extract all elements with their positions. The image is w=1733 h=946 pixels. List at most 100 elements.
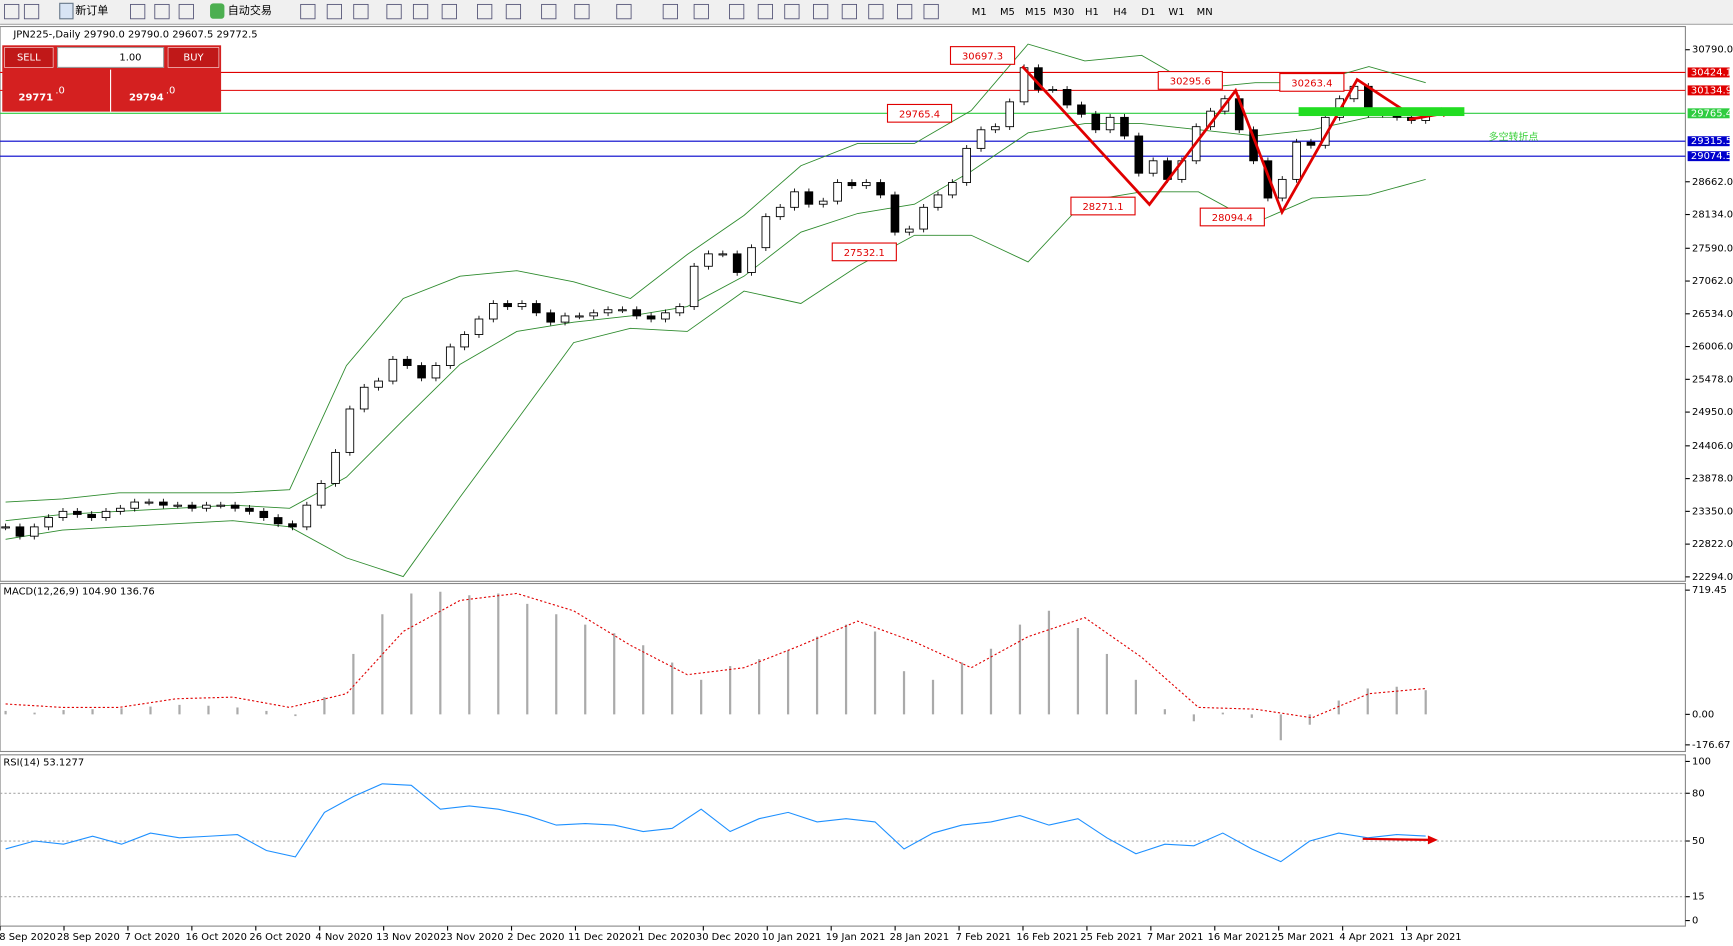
tool-icon <box>868 3 884 20</box>
candle <box>87 514 96 519</box>
auto-trading-icon[interactable] <box>210 3 225 19</box>
x-tick-label: 16 Oct 2020 <box>185 932 246 943</box>
x-tick-label: 7 Oct 2020 <box>125 932 180 943</box>
candle <box>1277 178 1287 199</box>
swing-label: 30697.3 <box>962 52 1003 63</box>
candle <box>159 501 168 506</box>
y-tick-label: 27062.0 <box>1692 276 1733 287</box>
candle <box>1148 160 1158 174</box>
x-tick-label: 7 Mar 2021 <box>1147 932 1204 943</box>
candle <box>130 501 140 509</box>
price-level-tag <box>1687 85 1730 96</box>
candle <box>890 194 900 233</box>
candle <box>661 312 670 320</box>
sell-label[interactable]: SELL <box>17 52 41 63</box>
tool-icon <box>353 3 369 20</box>
tool-icon <box>477 3 493 20</box>
rsi-line <box>5 783 1426 863</box>
timeframe-button[interactable]: W1 <box>1168 7 1184 18</box>
candle <box>230 504 240 509</box>
candle <box>1292 141 1301 180</box>
candle <box>933 194 943 208</box>
timeframe-button[interactable]: H4 <box>1113 7 1127 18</box>
candle <box>144 501 154 504</box>
x-tick-label: 16 Feb 2021 <box>1016 932 1078 943</box>
bollinger-lower <box>5 178 1426 578</box>
candle <box>273 517 283 525</box>
tool-icon <box>729 3 745 20</box>
new-order-button[interactable]: 新订单 <box>75 3 108 17</box>
x-tick-label: 30 Dec 2020 <box>696 932 759 943</box>
candle <box>919 206 928 230</box>
candle <box>962 147 971 183</box>
timeframe-button[interactable]: H1 <box>1085 7 1099 18</box>
new-order-icon[interactable] <box>59 2 74 20</box>
rsi-tick-label: 80 <box>1692 788 1705 799</box>
sell-price[interactable]: 29771 <box>19 92 54 103</box>
candle <box>1062 88 1072 106</box>
candle <box>345 408 355 453</box>
timeframe-button[interactable]: M30 <box>1053 7 1074 18</box>
tool-icon <box>441 3 457 20</box>
buy-label[interactable]: BUY <box>183 52 204 63</box>
rsi-tick-label: 15 <box>1692 892 1705 903</box>
rsi-label: RSI(14) 53.1277 <box>3 758 84 769</box>
macd-tick-label: 719.45 <box>1692 585 1727 596</box>
x-tick-label: 25 Mar 2021 <box>1272 932 1335 943</box>
timeframe-button[interactable]: M15 <box>1025 7 1046 18</box>
y-tick-label: 23350.0 <box>1692 506 1733 517</box>
candle <box>546 312 555 323</box>
buy-price-fraction[interactable]: .0 <box>166 86 175 97</box>
candle <box>833 182 842 202</box>
toolbar <box>0 0 1733 25</box>
candle <box>991 126 1000 131</box>
lots-input[interactable] <box>56 46 165 68</box>
macd-tick-label: -176.67 <box>1692 740 1730 751</box>
candle <box>847 182 857 187</box>
candle <box>216 504 226 507</box>
candle <box>704 253 713 267</box>
lots-value[interactable]: 1.00 <box>119 52 141 63</box>
tool-icon <box>541 3 557 20</box>
timeframe-button[interactable]: M1 <box>972 7 987 18</box>
tool-icon <box>662 3 678 20</box>
buy-price[interactable]: 29794 <box>129 92 164 103</box>
candle <box>101 510 111 519</box>
y-tick-label: 30790.0 <box>1692 45 1733 56</box>
candle <box>1120 116 1129 137</box>
x-tick-label: 23 Nov 2020 <box>440 932 504 943</box>
candle <box>689 265 699 308</box>
turning-point-note: 多空转折点 <box>1489 130 1539 143</box>
candle <box>173 504 183 507</box>
swing-label: 28271.1 <box>1082 202 1123 213</box>
main-panel <box>0 25 1686 582</box>
trade-panel: SELL 1.00 BUY 29771 .0 29794 .0 <box>2 45 222 112</box>
tool-icon <box>326 3 343 20</box>
candle <box>388 358 398 382</box>
y-tick-label: 24950.0 <box>1692 407 1733 418</box>
swing-box <box>1279 73 1345 92</box>
candle <box>775 206 785 218</box>
x-tick-label: 26 Oct 2020 <box>249 932 310 943</box>
timeframe-button[interactable]: D1 <box>1141 7 1155 18</box>
buy-button[interactable] <box>167 47 220 68</box>
sell-price-fraction[interactable]: .0 <box>55 86 64 97</box>
candle <box>632 309 642 317</box>
x-tick-label: 28 Jan 2021 <box>890 932 950 943</box>
candle <box>790 191 799 208</box>
candle <box>116 507 125 512</box>
timeframe-button[interactable]: M5 <box>1000 7 1015 18</box>
candle <box>1048 88 1058 91</box>
timeframe-button[interactable]: MN <box>1197 7 1213 18</box>
x-tick-label: 7 Feb 2021 <box>956 932 1012 943</box>
candle <box>316 482 326 506</box>
rsi-arrow-head <box>1427 835 1438 845</box>
auto-trading-button[interactable]: 自动交易 <box>228 3 272 17</box>
price-level-label: 29074.5 <box>1691 151 1732 162</box>
candle <box>646 315 656 320</box>
swing-label: 27532.1 <box>844 248 885 259</box>
price-level-tag <box>1687 151 1730 162</box>
price-level-label: 29315.5 <box>1691 136 1732 147</box>
sell-button[interactable] <box>4 47 54 68</box>
